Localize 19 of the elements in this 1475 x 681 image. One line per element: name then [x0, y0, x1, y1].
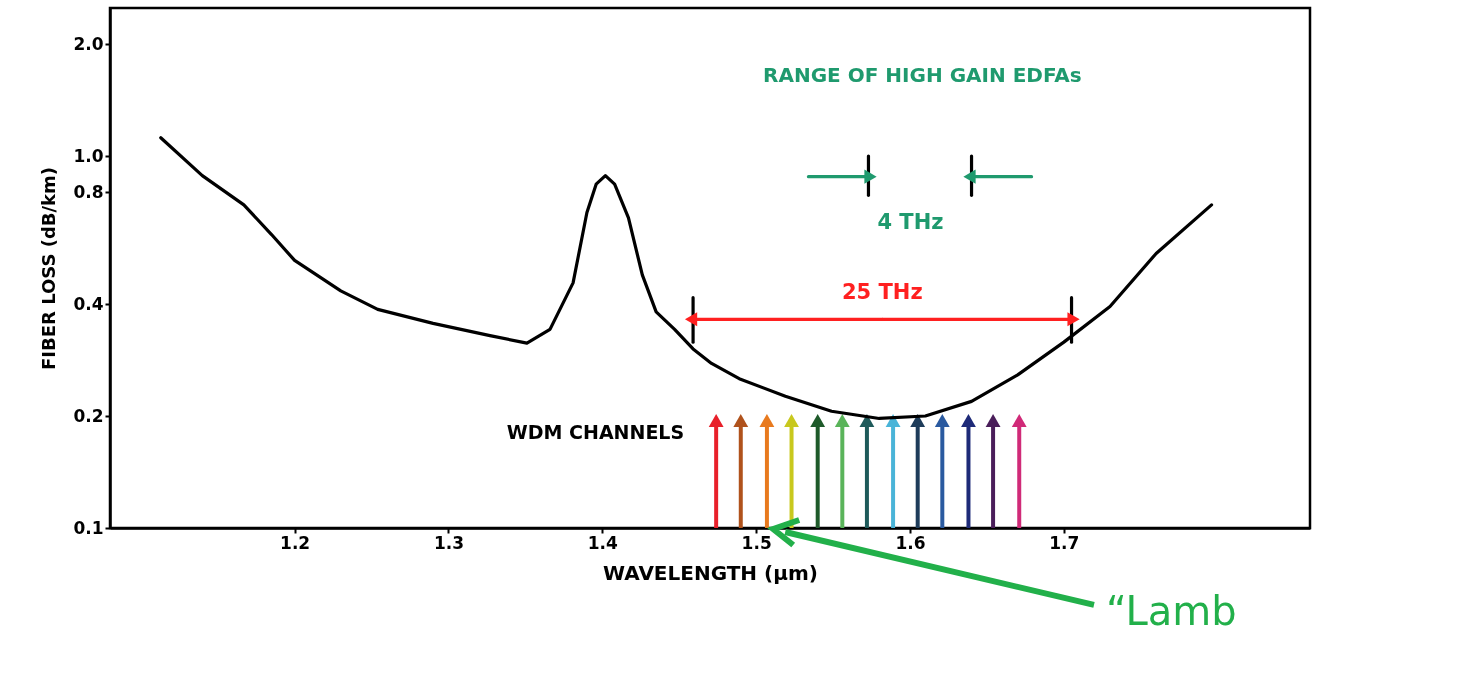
- y-tick-label: 2.0: [73, 33, 104, 54]
- y-tick-label: 0.8: [73, 181, 104, 202]
- x-tick-label: 1.6: [895, 532, 926, 553]
- x-tick-label: 1.3: [433, 532, 465, 553]
- x-tick-label: 1.5: [741, 532, 772, 553]
- y-axis-title: FIBER LOSS (dB/km): [38, 166, 60, 371]
- x-axis-title: WAVELENGTH (µm): [603, 560, 818, 585]
- y-tick-label: 0.4: [73, 293, 104, 314]
- y-tick-label: 1.0: [73, 145, 104, 166]
- y-tick-label: 0.1: [73, 517, 104, 538]
- annotation: 4 THz: [877, 210, 944, 235]
- text: “Lamb: [1106, 588, 1237, 635]
- x-tick-label: 1.7: [1049, 532, 1080, 553]
- x-tick-label: 1.4: [587, 532, 619, 553]
- series-label: 25 THz: [841, 280, 923, 305]
- annotation: RANGE OF HIGH GAIN EDFAs: [763, 62, 1082, 87]
- x-tick-label: 1.2: [280, 532, 311, 553]
- series-label: WDM CHANNELS: [506, 420, 685, 443]
- y-tick-label: 0.2: [73, 405, 104, 426]
